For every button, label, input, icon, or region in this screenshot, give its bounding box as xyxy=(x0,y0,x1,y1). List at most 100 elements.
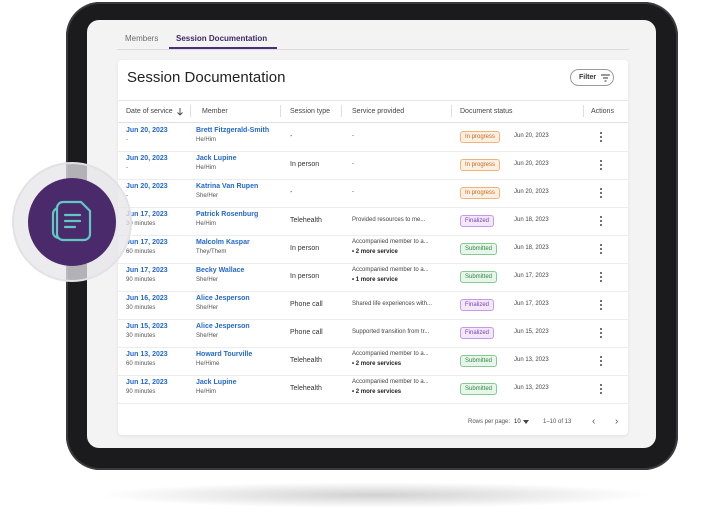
column-header-member: Member xyxy=(202,108,228,115)
status-badge: In progress xyxy=(460,131,501,143)
session-type: Phone call xyxy=(290,329,323,336)
member-pronouns: He/Him xyxy=(196,137,217,143)
kebab-menu-icon[interactable] xyxy=(597,158,605,172)
date-link[interactable]: Jun 20, 2023 xyxy=(126,127,168,134)
table-row[interactable]: Jun 16, 2023 30 minutes Alice Jesperson … xyxy=(118,291,628,320)
table-row[interactable]: Jun 20, 2023 - Jack Lupine He/Him In per… xyxy=(118,151,628,180)
session-duration: 30 minutes xyxy=(126,305,156,311)
session-type: In person xyxy=(290,273,320,280)
member-link[interactable]: Jack Lupine xyxy=(196,155,237,162)
member-link[interactable]: Becky Wallace xyxy=(196,267,245,274)
member-pronouns: She/Her xyxy=(196,193,219,199)
service-provided: Accompanied member to a... xyxy=(352,267,429,273)
table-row[interactable]: Jun 20, 2023 - Brett Fitzgerald-Smith He… xyxy=(118,123,628,152)
column-header-date[interactable]: Date of service xyxy=(126,108,173,115)
status-date: Jun 18, 2023 xyxy=(514,217,549,223)
table-row[interactable]: Jun 17, 2023 60 minutes Malcolm Kaspar T… xyxy=(118,235,628,264)
table-row[interactable]: Jun 13, 2023 60 minutes Howard Tourville… xyxy=(118,347,628,376)
status-date: Jun 20, 2023 xyxy=(514,133,549,139)
service-provided: - xyxy=(352,133,354,139)
session-duration: 30 minutes xyxy=(126,333,156,339)
session-duration: 60 minutes xyxy=(126,249,156,255)
service-provided: - xyxy=(352,189,354,195)
status-date: Jun 15, 2023 xyxy=(514,329,549,335)
session-documentation-card: Session Documentation Filter Date of ser… xyxy=(118,60,628,435)
kebab-menu-icon[interactable] xyxy=(597,382,605,396)
session-duration: 90 minutes xyxy=(126,277,156,283)
member-link[interactable]: Katrina Van Rupen xyxy=(196,183,259,190)
kebab-menu-icon[interactable] xyxy=(597,186,605,200)
date-link[interactable]: Jun 15, 2023 xyxy=(126,323,168,330)
column-separator xyxy=(451,105,452,117)
member-link[interactable]: Patrick Rosenburg xyxy=(196,211,259,218)
member-link[interactable]: Alice Jesperson xyxy=(196,295,250,302)
column-separator xyxy=(190,105,191,117)
feature-badge xyxy=(28,178,116,266)
service-provided: Accompanied member to a... xyxy=(352,239,429,245)
date-link[interactable]: Jun 16, 2023 xyxy=(126,295,168,302)
table-row[interactable]: Jun 17, 2023 90 minutes Becky Wallace Sh… xyxy=(118,263,628,292)
more-services: • 1 more service xyxy=(352,277,398,283)
member-link[interactable]: Malcolm Kaspar xyxy=(196,239,250,246)
card-divider xyxy=(118,100,628,101)
session-type: - xyxy=(290,133,293,140)
session-duration: 90 minutes xyxy=(126,389,156,395)
kebab-menu-icon[interactable] xyxy=(597,270,605,284)
session-duration: - xyxy=(126,137,128,143)
filter-button-label: Filter xyxy=(579,74,597,81)
member-pronouns: They/Them xyxy=(196,249,227,255)
table-row[interactable]: Jun 15, 2023 30 minutes Alice Jesperson … xyxy=(118,319,628,348)
active-tab-indicator xyxy=(169,47,277,49)
member-link[interactable]: Brett Fitzgerald-Smith xyxy=(196,127,270,134)
status-badge: Submitted xyxy=(460,383,498,395)
member-link[interactable]: Howard Tourville xyxy=(196,351,253,358)
date-link[interactable]: Jun 17, 2023 xyxy=(126,211,168,218)
kebab-menu-icon[interactable] xyxy=(597,354,605,368)
arrow-down-icon[interactable] xyxy=(177,108,183,116)
kebab-menu-icon[interactable] xyxy=(597,242,605,256)
rows-per-page-select[interactable]: 10 xyxy=(514,419,521,425)
status-date: Jun 20, 2023 xyxy=(514,189,549,195)
date-link[interactable]: Jun 17, 2023 xyxy=(126,267,168,274)
kebab-menu-icon[interactable] xyxy=(597,130,605,144)
kebab-menu-icon[interactable] xyxy=(597,214,605,228)
table-row[interactable]: Jun 12, 2023 90 minutes Jack Lupine He/H… xyxy=(118,375,628,404)
status-date: Jun 13, 2023 xyxy=(514,385,549,391)
chevron-down-icon[interactable] xyxy=(523,420,529,425)
more-services: • 2 more services xyxy=(352,361,402,367)
tab-session-documentation[interactable]: Session Documentation xyxy=(176,34,268,43)
status-badge: In progress xyxy=(460,159,501,171)
member-pronouns: He/Him xyxy=(196,389,217,395)
kebab-menu-icon[interactable] xyxy=(597,326,605,340)
filter-button[interactable]: Filter xyxy=(570,69,614,86)
kebab-menu-icon[interactable] xyxy=(597,298,605,312)
column-separator xyxy=(280,105,281,117)
date-link[interactable]: Jun 20, 2023 xyxy=(126,183,168,190)
session-type: Telehealth xyxy=(290,357,322,364)
member-link[interactable]: Alice Jesperson xyxy=(196,323,250,330)
date-link[interactable]: Jun 20, 2023 xyxy=(126,155,168,162)
tab-members[interactable]: Members xyxy=(125,34,159,43)
status-date: Jun 13, 2023 xyxy=(514,357,549,363)
member-link[interactable]: Jack Lupine xyxy=(196,379,237,386)
chevron-left-icon[interactable]: ‹ xyxy=(592,416,596,427)
table-row[interactable]: Jun 17, 2023 30 minutes Patrick Rosenbur… xyxy=(118,207,628,236)
table-row[interactable]: Jun 20, 2023 - Katrina Van Rupen She/Her… xyxy=(118,179,628,208)
chevron-right-icon[interactable]: › xyxy=(615,416,619,427)
table-header-divider xyxy=(118,122,628,123)
tabs-divider xyxy=(117,49,629,50)
date-link[interactable]: Jun 17, 2023 xyxy=(126,239,168,246)
status-badge: Finalized xyxy=(460,299,495,311)
date-link[interactable]: Jun 12, 2023 xyxy=(126,379,168,386)
filter-lines-icon xyxy=(601,74,610,82)
service-provided: Supported transition from tr... xyxy=(352,329,430,335)
status-date: Jun 18, 2023 xyxy=(514,245,549,251)
column-separator xyxy=(583,105,584,117)
session-duration: 60 minutes xyxy=(126,361,156,367)
rows-per-page-label: Rows per page: xyxy=(468,419,511,425)
date-link[interactable]: Jun 13, 2023 xyxy=(126,351,168,358)
session-duration: - xyxy=(126,165,128,171)
session-duration: - xyxy=(126,193,128,199)
column-header-document-status: Document status xyxy=(460,108,513,115)
member-pronouns: He/Him xyxy=(196,221,217,227)
